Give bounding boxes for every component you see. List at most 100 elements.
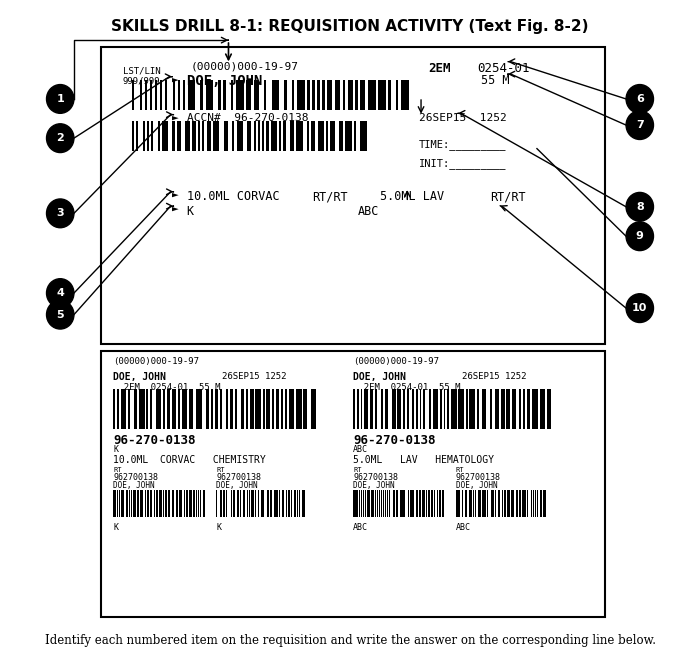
Circle shape bbox=[46, 279, 74, 307]
Text: (00000)000-19-97: (00000)000-19-97 bbox=[113, 357, 200, 366]
Bar bbox=[354, 121, 356, 151]
Bar bbox=[465, 490, 467, 517]
Text: TIME:_________: TIME:_________ bbox=[419, 140, 506, 150]
Bar bbox=[412, 389, 414, 429]
Bar bbox=[372, 490, 374, 517]
Bar bbox=[440, 389, 442, 429]
Bar bbox=[547, 389, 551, 429]
Bar bbox=[395, 490, 397, 517]
Text: 2EM: 2EM bbox=[428, 62, 450, 75]
Bar bbox=[165, 80, 167, 110]
Bar bbox=[145, 80, 147, 110]
Text: DOE, JOHN: DOE, JOHN bbox=[353, 481, 395, 491]
Bar bbox=[530, 490, 531, 517]
Bar bbox=[307, 121, 309, 151]
Bar bbox=[359, 490, 360, 517]
Bar bbox=[482, 389, 486, 429]
Bar bbox=[267, 389, 270, 429]
Bar bbox=[137, 490, 139, 517]
Bar bbox=[132, 80, 134, 110]
Bar bbox=[181, 389, 187, 429]
Bar bbox=[419, 490, 421, 517]
Bar bbox=[305, 490, 307, 517]
Bar bbox=[211, 389, 213, 429]
Bar bbox=[186, 121, 190, 151]
Bar bbox=[279, 490, 281, 517]
Circle shape bbox=[46, 301, 74, 329]
Bar bbox=[206, 121, 211, 151]
Bar bbox=[262, 121, 265, 151]
Bar bbox=[496, 389, 499, 429]
Text: 26SEP15  1252: 26SEP15 1252 bbox=[419, 113, 506, 123]
Bar bbox=[296, 121, 302, 151]
Bar bbox=[370, 389, 373, 429]
Bar bbox=[262, 389, 265, 429]
Bar bbox=[136, 121, 139, 151]
Bar bbox=[330, 121, 335, 151]
Bar bbox=[502, 490, 503, 517]
Bar bbox=[248, 490, 251, 517]
Bar bbox=[312, 80, 315, 110]
Bar bbox=[213, 121, 219, 151]
Bar bbox=[353, 490, 356, 517]
Text: ABC: ABC bbox=[353, 445, 368, 453]
Text: DOE, JOHN: DOE, JOHN bbox=[113, 481, 155, 491]
Bar bbox=[491, 490, 494, 517]
Bar bbox=[275, 490, 278, 517]
Bar bbox=[527, 490, 528, 517]
Bar bbox=[294, 490, 296, 517]
Text: DOE, JOHN: DOE, JOHN bbox=[187, 74, 262, 88]
Bar bbox=[361, 490, 363, 517]
Bar bbox=[384, 389, 388, 429]
Bar bbox=[540, 490, 542, 517]
Bar bbox=[192, 121, 196, 151]
Bar bbox=[451, 389, 456, 429]
Bar bbox=[151, 121, 153, 151]
Bar bbox=[120, 490, 122, 517]
Bar bbox=[339, 121, 343, 151]
Bar bbox=[302, 490, 304, 517]
Bar bbox=[523, 389, 525, 429]
Bar bbox=[253, 121, 256, 151]
Bar bbox=[184, 490, 185, 517]
Bar bbox=[385, 490, 386, 517]
Bar bbox=[261, 490, 264, 517]
Bar bbox=[147, 121, 149, 151]
Bar bbox=[271, 121, 277, 151]
Bar bbox=[383, 490, 384, 517]
Bar bbox=[545, 490, 546, 517]
Bar bbox=[389, 80, 391, 110]
Bar bbox=[519, 490, 522, 517]
Bar bbox=[312, 121, 316, 151]
Text: K: K bbox=[113, 445, 118, 453]
Bar bbox=[254, 80, 259, 110]
Bar bbox=[255, 490, 256, 517]
Bar bbox=[368, 80, 376, 110]
Bar bbox=[229, 490, 230, 517]
Text: 7: 7 bbox=[636, 120, 643, 130]
Bar bbox=[179, 490, 182, 517]
Bar bbox=[247, 121, 251, 151]
Bar bbox=[272, 80, 279, 110]
Bar bbox=[131, 490, 132, 517]
Bar bbox=[357, 389, 358, 429]
Text: (00000)000-19-97: (00000)000-19-97 bbox=[353, 357, 439, 366]
Bar bbox=[522, 490, 524, 517]
Bar bbox=[120, 389, 126, 429]
Bar bbox=[198, 121, 200, 151]
Bar bbox=[498, 490, 500, 517]
Bar bbox=[172, 80, 175, 110]
Bar bbox=[286, 490, 287, 517]
Bar bbox=[392, 389, 396, 429]
Bar bbox=[251, 490, 253, 517]
Text: 4: 4 bbox=[56, 288, 64, 298]
Bar bbox=[475, 490, 476, 517]
Bar bbox=[419, 389, 421, 429]
Bar bbox=[237, 490, 239, 517]
Bar bbox=[353, 389, 355, 429]
Bar bbox=[134, 389, 137, 429]
Bar bbox=[206, 389, 209, 429]
Bar bbox=[393, 490, 395, 517]
Circle shape bbox=[626, 294, 654, 322]
Text: 96-270-0138: 96-270-0138 bbox=[113, 434, 196, 448]
